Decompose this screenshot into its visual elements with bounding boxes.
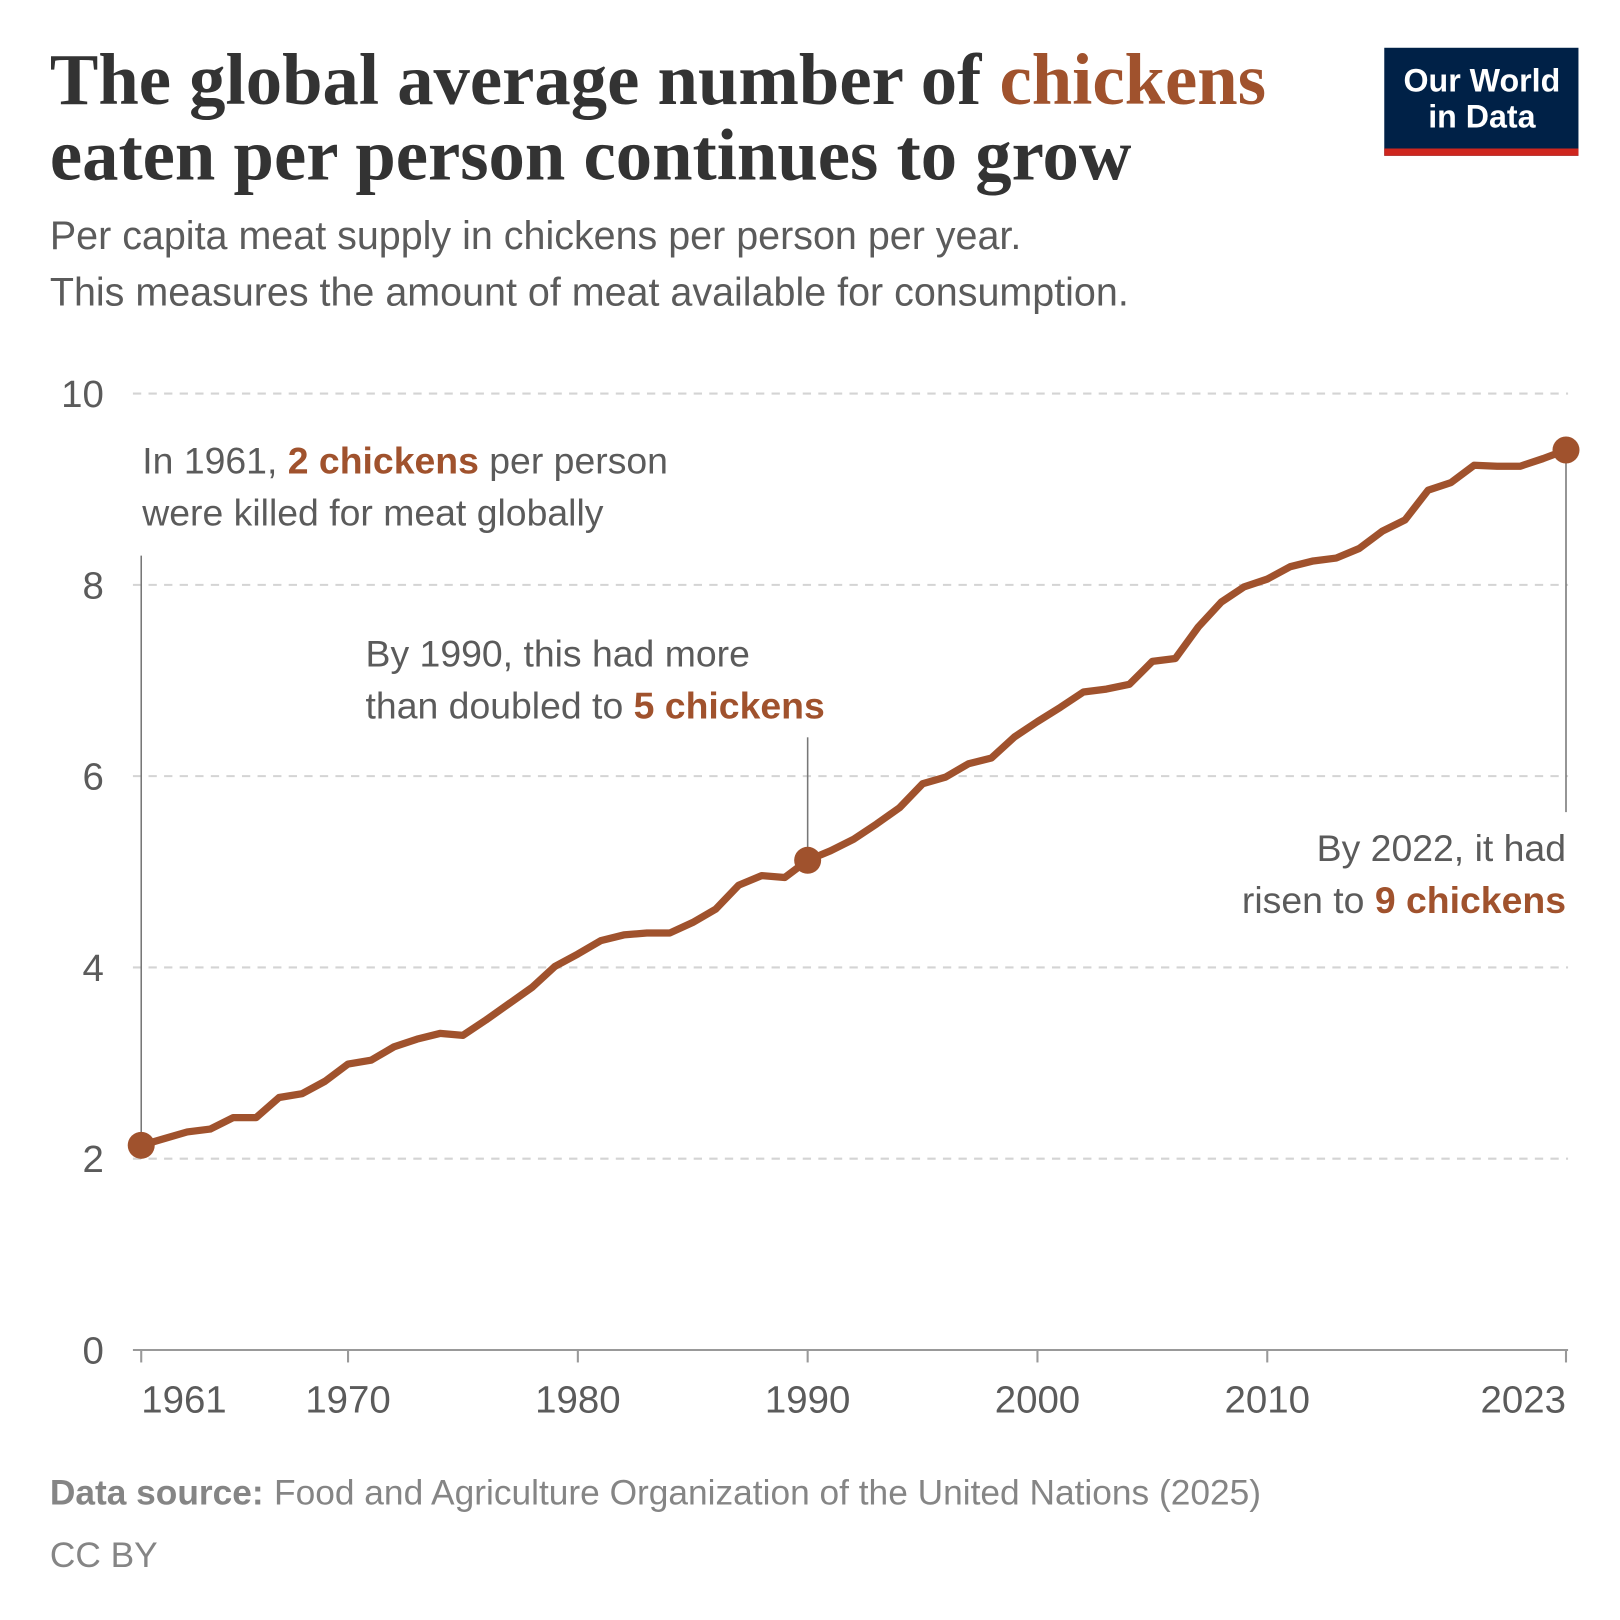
source-text: Food and Agriculture Organization of the… xyxy=(274,1474,1261,1513)
x-tick-label: 1961 xyxy=(141,1378,226,1421)
chart-title-part: chickens xyxy=(999,39,1266,120)
annotation-part: risen to xyxy=(1242,879,1375,921)
logo-bar xyxy=(1384,148,1579,156)
logo-box xyxy=(1384,47,1579,156)
x-tick-label: 1980 xyxy=(535,1378,620,1421)
x-tick-label: 2023 xyxy=(1481,1378,1566,1421)
annotation: were killed for meat globally xyxy=(141,491,603,533)
y-tick-label: 4 xyxy=(82,947,103,990)
y-tick-label: 0 xyxy=(82,1329,103,1372)
x-tick-label: 1990 xyxy=(765,1378,850,1421)
highlight-point xyxy=(1552,436,1580,464)
subtitle: Per capita meat supply in chickens per p… xyxy=(50,214,1022,258)
y-tick-label: 8 xyxy=(82,564,103,607)
source-label: Data source: xyxy=(50,1474,264,1513)
annotation: than doubled to 5 chickens xyxy=(366,685,825,727)
y-tick-label: 6 xyxy=(82,756,103,799)
chart-title-part: The global average number of xyxy=(50,39,1000,120)
subtitle: This measures the amount of meat availab… xyxy=(50,270,1129,314)
x-tick-label: 2010 xyxy=(1225,1378,1310,1421)
annotation-part: 9 chickens xyxy=(1375,879,1566,921)
annotation: By 2022, it had xyxy=(1317,827,1566,869)
x-tick-label: 1970 xyxy=(305,1378,390,1421)
annotation-part: By 1990, this had more xyxy=(366,633,750,675)
license: CC BY xyxy=(50,1536,158,1575)
chart-title-part: eaten per person continues to grow xyxy=(50,115,1132,196)
annotation-part: were killed for meat globally xyxy=(141,491,603,533)
annotation-part: 5 chickens xyxy=(634,685,825,727)
chart-title: eaten per person continues to grow xyxy=(50,115,1132,196)
annotation-part: In 1961, xyxy=(142,440,287,482)
logo-text: in Data xyxy=(1428,99,1536,135)
annotation: In 1961, 2 chickens per person xyxy=(142,440,668,482)
highlight-point xyxy=(794,846,822,874)
annotation-part: 2 chickens xyxy=(288,440,479,482)
annotation-part: per person xyxy=(479,440,668,482)
highlight-point xyxy=(127,1131,155,1159)
annotation-part: By 2022, it had xyxy=(1317,827,1566,869)
logo-text: Our World xyxy=(1404,62,1561,98)
data-line xyxy=(140,446,1568,1149)
y-tick-label: 10 xyxy=(61,373,104,416)
annotation-part: than doubled to xyxy=(366,685,634,727)
annotation: risen to 9 chickens xyxy=(1242,879,1566,921)
y-tick-label: 2 xyxy=(82,1138,103,1181)
x-tick-label: 2000 xyxy=(995,1378,1080,1421)
chart-title: The global average number of chickens xyxy=(50,39,1266,120)
annotation: By 1990, this had more xyxy=(366,633,750,675)
source: Data source: Food and Agriculture Organiz… xyxy=(50,1474,1261,1513)
